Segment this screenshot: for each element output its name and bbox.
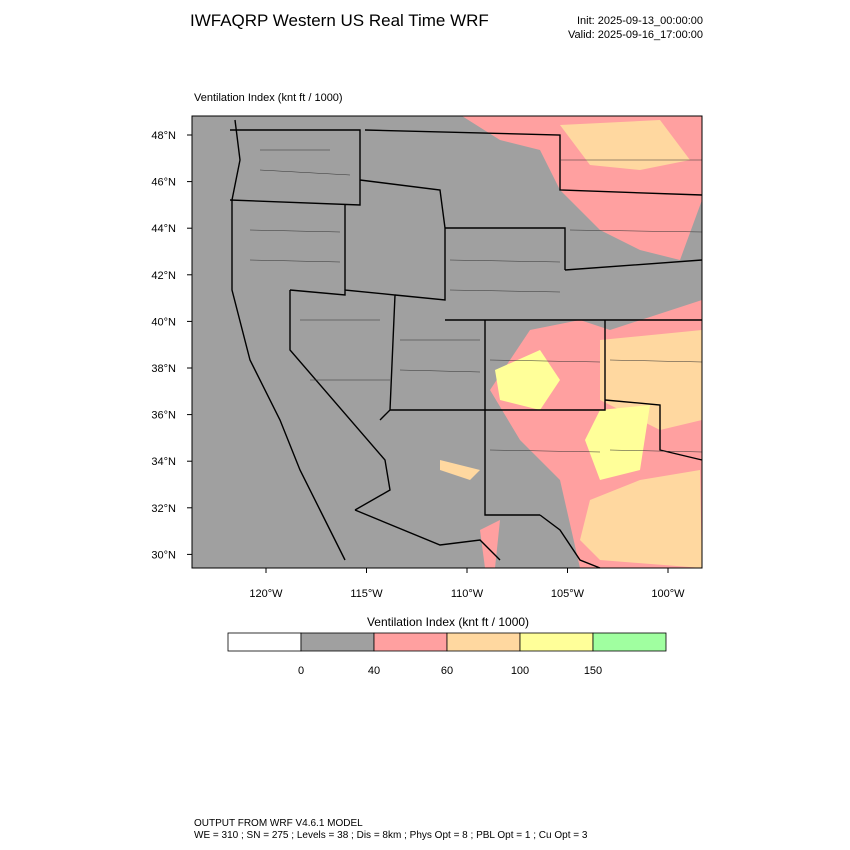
lat-label: 30°N [151, 549, 176, 561]
title: IWFAQRP Western US Real Time WRF [190, 11, 489, 30]
lat-label: 48°N [151, 130, 176, 142]
lon-label: 110°W [451, 588, 484, 600]
map-label: Ventilation Index (knt ft / 1000) [194, 92, 343, 104]
colorbar-box [446, 632, 521, 652]
lat-label: 42°N [151, 270, 176, 282]
lat-label: 40°N [151, 316, 176, 328]
coastline [231, 119, 601, 569]
lat-label: 34°N [151, 456, 176, 468]
colorbar-box [373, 632, 448, 652]
colorbar-box [300, 632, 375, 652]
map [191, 115, 703, 569]
lon-label: 100°W [651, 588, 685, 600]
field-area [560, 120, 690, 170]
lon-label: 105°W [551, 588, 585, 600]
field-area [585, 405, 650, 480]
lat-label: 32°N [151, 503, 176, 515]
colorbar-label: 100 [511, 665, 529, 677]
colorbar-label: 150 [584, 665, 602, 677]
map-frame [191, 115, 703, 569]
field-area [495, 350, 560, 410]
lat-label: 36°N [151, 410, 176, 422]
colorbar-box [592, 632, 667, 652]
field-area [480, 520, 500, 568]
lat-label: 46°N [151, 177, 176, 189]
lon-label: 115°W [350, 588, 383, 600]
county-borders [249, 149, 703, 453]
init-time: Init: 2025-09-13_00:00:00 [577, 15, 703, 27]
field-area [440, 460, 480, 480]
state-borders [229, 129, 703, 516]
field-area [580, 470, 702, 568]
footer-line: WE = 310 ; SN = 275 ; Levels = 38 ; Dis … [194, 830, 588, 841]
colorbar-label: 0 [298, 665, 304, 677]
valid-time: Valid: 2025-09-16_17:00:00 [568, 29, 703, 41]
footer-line: OUTPUT FROM WRF V4.6.1 MODEL [194, 818, 363, 829]
colorbar-box [227, 632, 302, 652]
field-area [600, 330, 702, 430]
colorbar-label: 60 [441, 665, 453, 677]
colorbar-title: Ventilation Index (knt ft / 1000) [367, 615, 529, 629]
lat-label: 38°N [151, 363, 176, 375]
lon-label: 120°W [249, 588, 283, 600]
colorbar: 0 40 60 100 150 [227, 632, 667, 677]
lat-label: 44°N [151, 223, 176, 235]
colorbar-box [519, 632, 594, 652]
colorbar-label: 40 [368, 665, 380, 677]
